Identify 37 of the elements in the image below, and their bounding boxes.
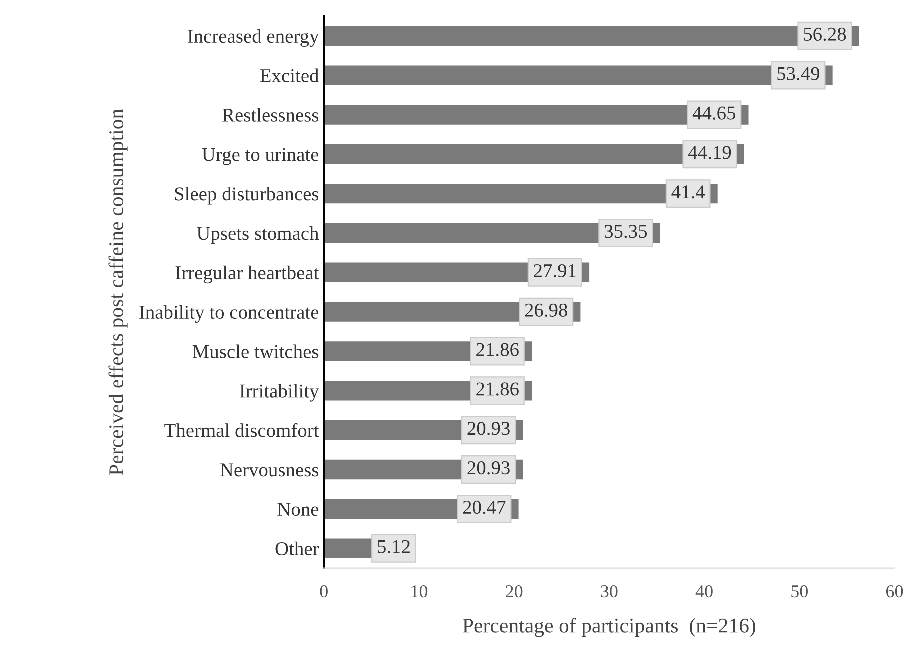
x-tick-label: 40: [696, 585, 713, 598]
x-tick-label: 20: [506, 585, 523, 598]
data-label: 26.98: [525, 304, 568, 318]
y-tick-label: Upsets stomach: [197, 226, 319, 244]
y-axis-title: Perceived effects post caffeine consumption: [108, 109, 128, 476]
y-tick-label: Other: [276, 542, 320, 556]
x-tick-label: 0: [320, 585, 328, 598]
y-tick-label: Muscle twitches: [192, 344, 319, 358]
data-label: 41.4: [672, 186, 706, 199]
x-tick-label: 10: [412, 585, 428, 598]
y-tick-label: Nervousness: [220, 464, 319, 477]
data-label: 20.47: [463, 500, 506, 514]
data-label: 35.35: [604, 225, 648, 238]
x-axis-title: Percentage of participants (n=216): [463, 618, 756, 638]
y-tick-label: Restlessness: [222, 108, 319, 122]
data-label: 21.86: [476, 343, 519, 356]
y-tick-label: Urge to urinate: [202, 148, 319, 166]
y-tick-label: Increased energy: [188, 29, 320, 48]
data-label: 5.12: [378, 540, 410, 554]
x-tick-label: 60: [886, 585, 904, 598]
data-label: 27.91: [534, 264, 576, 278]
x-tick-label: 30: [601, 585, 618, 598]
data-label: 20.93: [468, 462, 510, 475]
y-tick-label: Sleep disturbances: [175, 187, 319, 205]
y-tick-label: None: [278, 503, 319, 516]
y-tick-label: Inability to concentrate: [140, 305, 319, 324]
data-label: 20.93: [468, 422, 510, 436]
data-label: 53.49: [778, 67, 820, 81]
y-tick-label: Excited: [260, 68, 320, 82]
data-label: 44.65: [692, 106, 736, 120]
data-label: 21.86: [476, 382, 519, 396]
y-tick-label: Thermal discomfort: [164, 423, 320, 438]
data-label: 56.28: [804, 28, 846, 42]
data-label: 44.19: [688, 146, 732, 160]
y-tick-label: Irritability: [240, 384, 320, 402]
y-tick-label: Irregular heartbeat: [176, 266, 320, 284]
x-tick-label: 50: [792, 585, 808, 598]
